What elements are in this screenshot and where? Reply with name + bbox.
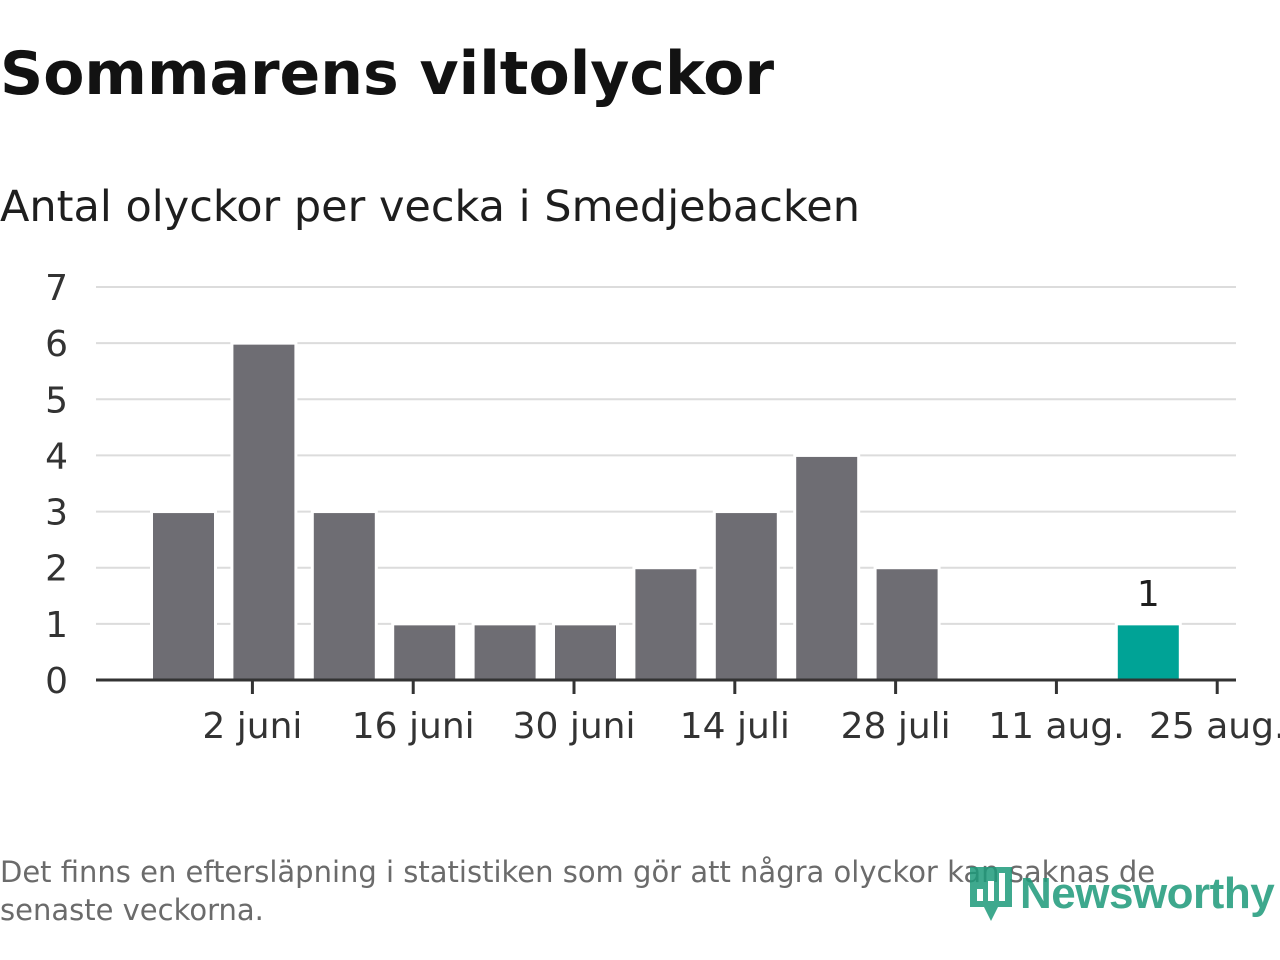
x-axis-ticks: 2 juni 16 juni 30 juni 14 juli 28 juli 11 aug… bbox=[202, 680, 1280, 747]
bar bbox=[150, 510, 217, 682]
bar bbox=[873, 566, 941, 682]
bar bbox=[230, 341, 298, 682]
newsworthy-logo: Newsworthy bbox=[966, 862, 1275, 926]
y-tick-label: 1 bbox=[45, 605, 68, 646]
bar bbox=[632, 566, 700, 682]
bar bbox=[471, 622, 539, 682]
bar bbox=[391, 622, 459, 682]
x-tick-label: 25 aug. bbox=[1149, 706, 1280, 747]
logo-text: Newsworthy bbox=[1020, 869, 1275, 918]
y-tick-label: 2 bbox=[45, 549, 68, 590]
x-tick-label: 30 juni bbox=[513, 706, 636, 747]
x-tick-label: 2 juni bbox=[202, 706, 302, 747]
x-tick-label: 28 juli bbox=[841, 706, 951, 747]
x-tick-label: 14 juli bbox=[680, 706, 790, 747]
chart-subtitle: Antal olyckor per vecka i Smedjebacken bbox=[0, 182, 860, 232]
bars bbox=[150, 341, 1182, 682]
y-tick-label: 6 bbox=[45, 324, 68, 365]
y-axis-ticks: 0 1 2 3 4 5 6 7 bbox=[45, 268, 68, 702]
bar bbox=[1114, 622, 1182, 682]
bar bbox=[793, 453, 861, 682]
bar bbox=[552, 622, 619, 682]
y-tick-label: 0 bbox=[45, 661, 68, 702]
bar bbox=[310, 510, 378, 682]
x-tick-label: 16 juni bbox=[352, 706, 475, 747]
y-tick-label: 7 bbox=[45, 268, 68, 309]
data-label: 1 bbox=[1137, 574, 1160, 615]
x-tick-label: 11 aug. bbox=[988, 706, 1124, 747]
y-tick-label: 3 bbox=[45, 493, 68, 534]
y-tick-label: 5 bbox=[45, 380, 68, 421]
bar-chart-pin-icon bbox=[970, 867, 1012, 921]
footnote: Det finns en eftersläpning i statistiken… bbox=[0, 855, 1156, 927]
data-labels: 1 bbox=[1137, 574, 1160, 615]
chart-title: Sommarens viltolyckor bbox=[0, 39, 775, 109]
bar bbox=[712, 510, 780, 682]
y-tick-label: 4 bbox=[45, 436, 68, 477]
